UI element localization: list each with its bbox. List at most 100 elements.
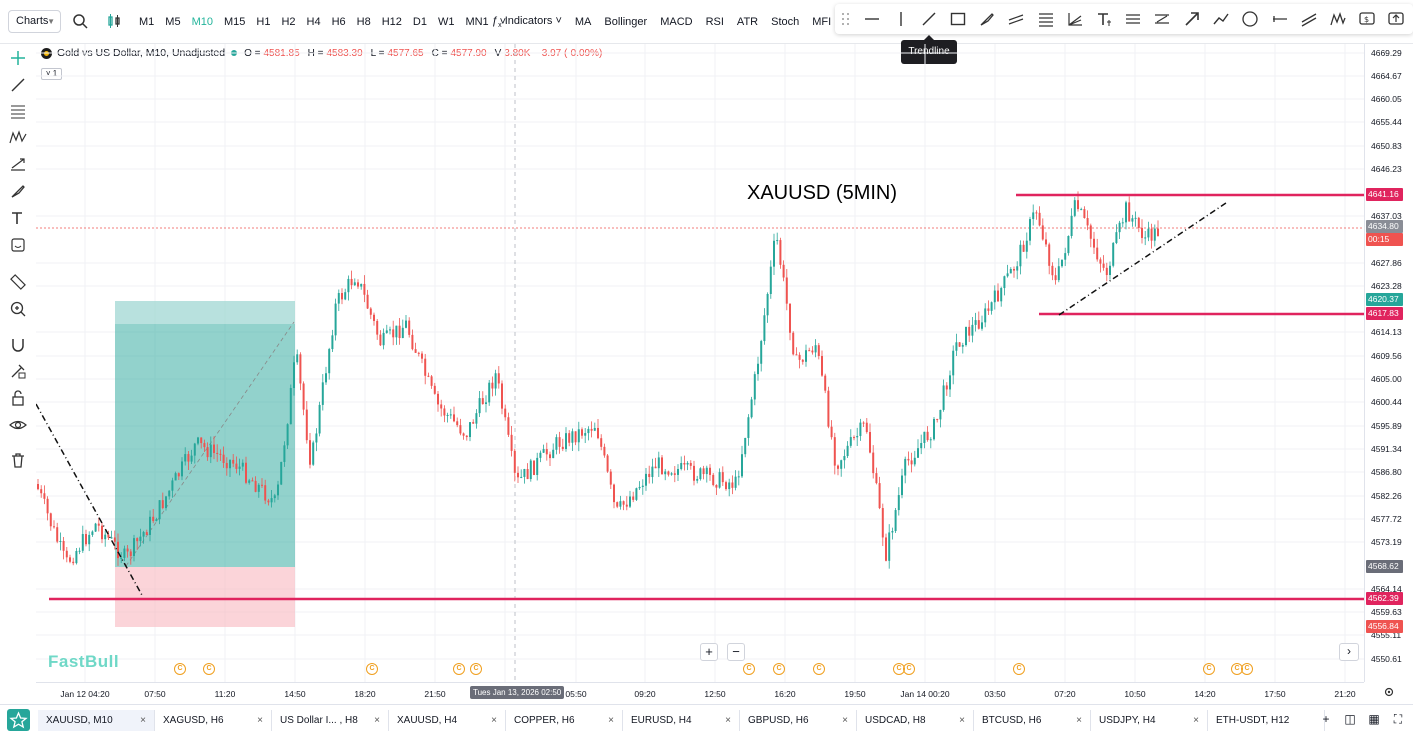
economic-event-icon[interactable]: C [1241,663,1253,675]
text-tool-icon[interactable] [9,209,27,227]
settings-icon[interactable] [1383,686,1395,698]
close-tab-icon[interactable]: × [491,715,497,726]
close-tab-icon[interactable]: × [374,715,380,726]
brush-icon[interactable] [978,10,996,28]
timeframe-h6[interactable]: H6 [331,16,346,28]
economic-event-icon[interactable]: C [453,663,465,675]
indicator-stoch[interactable]: Stoch [771,16,800,28]
close-tab-icon[interactable]: × [257,715,263,726]
trash-icon[interactable] [9,451,27,469]
price-chart[interactable] [36,44,1364,682]
indicator-rsi[interactable]: RSI [705,16,724,28]
timeframe-h4[interactable]: H4 [306,16,321,28]
indicator-ma[interactable]: MA [574,16,592,28]
timeframe-mn1[interactable]: MN1 [465,16,489,28]
timeframe-m5[interactable]: M5 [165,16,181,28]
timeframe-d1[interactable]: D1 [412,16,427,28]
trendline-icon[interactable] [920,10,938,28]
drag-handle-icon[interactable] [840,10,852,28]
symbol-tab[interactable]: XAGUSD, H6 × [155,710,272,731]
layout-icon[interactable]: ◫ [1344,712,1356,726]
economic-event-icon[interactable]: C [366,663,378,675]
timeframe-h8[interactable]: H8 [356,16,371,28]
channel-icon[interactable] [1007,10,1025,28]
economic-event-icon[interactable]: C [203,663,215,675]
brush-tool-icon[interactable] [9,182,27,200]
price-note-icon[interactable]: $ [1358,10,1376,28]
symbol-tab[interactable]: US Dollar I... , H8 × [272,710,389,731]
indicator-atr[interactable]: ATR [736,16,759,28]
timeframe-m1[interactable]: M1 [139,16,155,28]
symbol-tab[interactable]: EURUSD, H4 × [623,710,740,731]
scroll-right-button[interactable]: › [1339,643,1359,661]
economic-event-icon[interactable]: C [773,663,785,675]
timeframe-m10[interactable]: M10 [191,16,213,28]
fib-icon[interactable] [1037,10,1055,28]
candle-type-icon[interactable] [105,12,123,30]
ruler-icon[interactable] [9,273,27,291]
close-tab-icon[interactable]: × [608,715,614,726]
crosshair-icon[interactable] [9,49,27,67]
parallel-lines-icon[interactable] [1300,10,1318,28]
rectangle-icon[interactable] [949,10,967,28]
lines-icon[interactable] [1124,10,1142,28]
symbol-tab[interactable]: BTCUSD, H6 × [974,710,1091,731]
text-icon[interactable] [1095,10,1113,28]
eye-icon[interactable] [9,416,27,434]
symbol-tab[interactable]: COPPER, H6 × [506,710,623,731]
pattern-icon[interactable] [1329,10,1347,28]
measure-icon[interactable] [1387,10,1405,28]
pattern-tool-icon[interactable] [9,128,27,146]
ray-icon[interactable] [1271,10,1289,28]
economic-event-icon[interactable]: C [743,663,755,675]
close-tab-icon[interactable]: × [1076,715,1082,726]
close-tab-icon[interactable]: × [1193,715,1199,726]
symbol-tab[interactable]: USDCAD, H8 × [857,710,974,731]
fib-fan-icon[interactable] [1066,10,1084,28]
close-tab-icon[interactable]: × [140,715,146,726]
zoom-in-button[interactable]: + [700,643,718,661]
symbol-tab[interactable]: XAUUSD, M10 × [38,710,155,731]
zoom-in-icon[interactable] [9,300,27,318]
timeframe-h2[interactable]: H2 [281,16,296,28]
timeframe-more-icon[interactable]: ˅ [499,16,507,28]
grid-layout-icon[interactable]: ▦ [1368,712,1380,726]
price-scale[interactable]: 4669.29 4664.67 4660.05 4655.44 4650.83 4646.… [1364,44,1413,682]
trendline-tool-icon[interactable] [9,76,27,94]
economic-event-icon[interactable]: C [813,663,825,675]
economic-event-icon[interactable]: C [174,663,186,675]
search-icon[interactable] [71,12,89,30]
lock-icon[interactable] [9,389,27,407]
indicator-bollinger[interactable]: Bollinger [604,16,648,28]
vertical-line-icon[interactable] [892,10,910,28]
polyline-icon[interactable] [1212,10,1230,28]
arrow-icon[interactable] [1183,10,1201,28]
indicator-macd[interactable]: MACD [660,16,693,28]
fullscreen-icon[interactable]: ⛶ [1393,712,1403,726]
zoom-out-button[interactable]: − [727,643,745,661]
close-tab-icon[interactable]: × [725,715,731,726]
economic-event-icon[interactable]: C [1013,663,1025,675]
draw-lock-icon[interactable] [9,362,27,380]
indicators-button[interactable]: ƒx Indicators ˅ [492,14,562,30]
time-axis[interactable]: Tues Jan 13, 2026 02:50 Jan 12 04:20 07:5… [36,682,1364,704]
symbol-tab[interactable]: XAUUSD, H4 × [389,710,506,731]
economic-event-icon[interactable]: C [1203,663,1215,675]
symbol-tab[interactable]: ETH-USDT, H12 [1208,710,1325,731]
economic-event-icon[interactable]: C [903,663,915,675]
add-tab-icon[interactable]: + [1322,712,1330,726]
close-tab-icon[interactable]: × [842,715,848,726]
timeframe-h1[interactable]: H1 [256,16,271,28]
timeframe-m15[interactable]: M15 [223,16,246,28]
emoji-tool-icon[interactable] [9,236,27,254]
horizontal-line-icon[interactable] [863,10,881,28]
close-tab-icon[interactable]: × [959,715,965,726]
symbol-tab[interactable]: USDJPY, H4 × [1091,710,1208,731]
forecast-tool-icon[interactable] [9,155,27,173]
circle-icon[interactable] [1241,10,1259,28]
legend-collapse-button[interactable]: ˅ 1 [41,68,62,80]
timeframe-w1[interactable]: W1 [437,16,455,28]
indicator-mfi[interactable]: MFI [812,16,832,28]
gann-icon[interactable] [1153,10,1171,28]
symbol-tab[interactable]: GBPUSD, H6 × [740,710,857,731]
